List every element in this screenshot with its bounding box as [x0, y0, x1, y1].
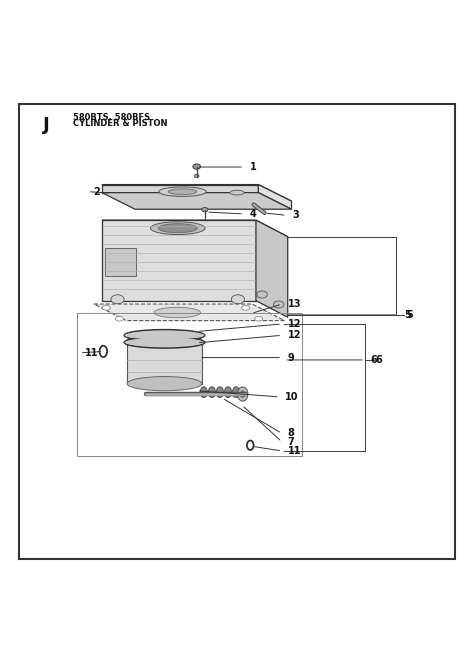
- Ellipse shape: [124, 330, 205, 341]
- Text: 2: 2: [93, 187, 100, 197]
- Text: 12: 12: [288, 330, 301, 340]
- Polygon shape: [256, 220, 288, 318]
- Text: 4: 4: [250, 209, 256, 219]
- Ellipse shape: [194, 174, 199, 178]
- Ellipse shape: [168, 189, 197, 194]
- Ellipse shape: [273, 301, 284, 308]
- Polygon shape: [94, 304, 284, 321]
- Ellipse shape: [209, 387, 215, 398]
- Text: 8: 8: [288, 428, 295, 438]
- Polygon shape: [102, 220, 288, 237]
- Ellipse shape: [232, 387, 239, 398]
- Ellipse shape: [200, 387, 207, 398]
- Ellipse shape: [255, 316, 263, 321]
- Polygon shape: [258, 184, 292, 210]
- Ellipse shape: [127, 332, 202, 349]
- Ellipse shape: [111, 295, 124, 304]
- Ellipse shape: [257, 291, 267, 298]
- Text: 5: 5: [406, 310, 413, 320]
- Text: 7: 7: [288, 437, 294, 447]
- Bar: [77, 314, 302, 455]
- Text: 5: 5: [404, 310, 410, 320]
- Text: 580BTS, 580BFS: 580BTS, 580BFS: [73, 113, 151, 123]
- Text: 12: 12: [288, 319, 301, 329]
- Ellipse shape: [240, 391, 245, 397]
- Ellipse shape: [241, 306, 249, 310]
- Text: 13: 13: [288, 299, 301, 309]
- Text: 9: 9: [288, 353, 294, 363]
- Ellipse shape: [216, 387, 223, 398]
- Ellipse shape: [151, 221, 205, 235]
- Ellipse shape: [230, 190, 244, 195]
- Bar: [127, 341, 202, 384]
- Text: CYLINDER & PISTON: CYLINDER & PISTON: [73, 119, 168, 128]
- Text: 6: 6: [371, 355, 377, 365]
- Ellipse shape: [231, 295, 245, 304]
- Ellipse shape: [159, 187, 206, 196]
- Ellipse shape: [202, 208, 208, 211]
- Ellipse shape: [125, 338, 204, 347]
- Bar: [105, 248, 136, 276]
- Text: 11: 11: [85, 348, 99, 358]
- Polygon shape: [102, 220, 256, 301]
- Ellipse shape: [158, 223, 197, 233]
- Polygon shape: [102, 193, 292, 210]
- Ellipse shape: [125, 331, 204, 339]
- Ellipse shape: [115, 316, 123, 321]
- Ellipse shape: [224, 387, 231, 398]
- Ellipse shape: [124, 337, 205, 348]
- Text: J: J: [43, 116, 49, 134]
- Ellipse shape: [127, 377, 202, 391]
- Ellipse shape: [102, 306, 110, 310]
- Ellipse shape: [237, 387, 248, 401]
- Text: 1: 1: [250, 162, 256, 172]
- Polygon shape: [102, 184, 292, 201]
- Text: 10: 10: [285, 392, 299, 402]
- Text: 3: 3: [292, 210, 299, 220]
- Text: 11: 11: [288, 446, 301, 456]
- Polygon shape: [102, 184, 258, 193]
- Ellipse shape: [154, 308, 201, 318]
- Ellipse shape: [193, 164, 201, 169]
- Text: 6: 6: [375, 355, 382, 365]
